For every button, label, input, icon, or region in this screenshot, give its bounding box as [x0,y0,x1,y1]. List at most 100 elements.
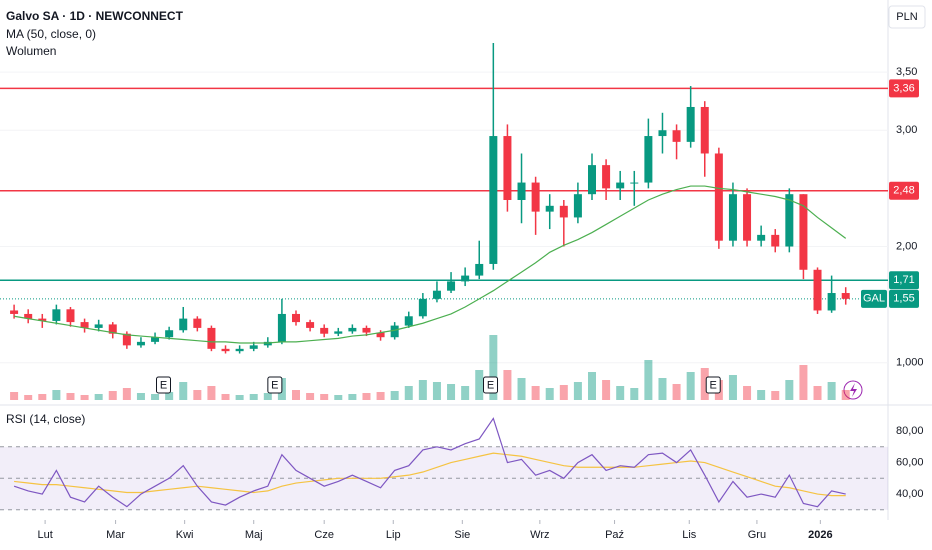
y-tick-label: 3,00 [896,124,917,136]
x-tick-label: Gru [748,529,766,541]
volume-bar [573,382,582,400]
candle-body [108,324,117,334]
candle-body [320,327,329,334]
volume-bar [644,360,653,400]
volume-bar [489,335,498,400]
ma-line [13,185,847,344]
volume-bar [545,388,554,400]
volume-bar [743,386,752,400]
candle-body [658,130,667,137]
candle-body [277,313,286,342]
volume-bar [249,394,258,400]
candle-body [235,348,244,352]
volume-bar [348,394,357,400]
volume-bar [136,393,145,400]
volume-bar [447,384,456,400]
candle-body [334,331,343,334]
x-tick-label: Kwi [176,529,194,541]
volume-bar [306,393,315,400]
candle-body [602,165,611,189]
y-tick-label: 40,00 [896,488,924,500]
candle-body [757,234,766,241]
candle-body [588,165,596,195]
volume-bar [616,386,625,400]
volume-bar [728,375,737,400]
currency-box[interactable] [888,5,926,29]
y-tick-label: 60,00 [896,456,924,468]
candle-body [348,327,357,332]
candle-body [686,106,695,142]
volume-bar [771,391,780,400]
candle-body [24,313,33,319]
plot: 1,000 2,00 3,00 3,50 Lut Mar Kwi Maj Cze Lip Sie Wr… [0,43,924,541]
candle-body [38,318,47,321]
x-tick-label: Cze [314,529,334,541]
candle-body [151,337,160,342]
event-marker [267,376,283,394]
volume-bar [827,382,836,400]
event-marker [483,376,499,394]
event-marker [156,376,172,394]
volume-bar [658,378,667,400]
level-tag [889,271,919,290]
candle-body [306,322,315,328]
currency: PLN [896,11,917,23]
candle-body [376,332,385,338]
volume-bar [38,394,47,400]
level-label: 1,71 [893,274,914,286]
y-tick-label: 80,00 [896,425,924,437]
volume-bar [517,378,526,400]
volume-bar [24,395,33,400]
candle-body [475,263,484,276]
candle-body [714,153,723,241]
volume-bar [503,370,512,400]
volume-bar [320,394,329,400]
event-label: E [710,379,717,391]
candle-body [517,182,526,200]
volume-bar [602,380,611,400]
volume-bar [630,388,639,400]
volume-bar [235,395,244,400]
event-label: E [160,379,167,391]
volume-bar [165,392,174,400]
candle-body [447,281,456,291]
candle-body [771,234,780,247]
candle-body [489,136,498,264]
candle-body [630,182,639,184]
y-tick-label: 3,50 [896,66,917,78]
candle-body [503,136,512,200]
candle-body [136,341,145,346]
candle-body [827,293,836,311]
candle-body [94,324,103,328]
volume-bar [66,393,75,400]
alert-icon[interactable] [843,380,863,400]
volume-bar [686,372,695,400]
volume-bar [475,370,484,400]
volume-bar [151,394,160,400]
volume-bar [108,391,117,400]
level-tag [889,79,919,98]
candle-body [207,327,216,349]
candle-body [52,309,61,321]
volume-bar [588,372,596,400]
last-name: GAL [863,293,885,305]
candle-body [785,194,794,247]
candle-body [165,330,174,338]
candle-body [418,298,427,317]
x-tick-label: Wrz [530,529,549,541]
alert-bolt [850,383,857,397]
candle-body [799,194,808,270]
candle-body [545,205,554,212]
rsi-line [13,417,846,508]
candle-body [362,327,371,333]
candle-body [573,194,582,218]
volume-bar [672,384,681,400]
y-tick-label: 1,000 [896,357,924,369]
volume-bar [531,386,540,400]
x-tick-label: Maj [245,529,263,541]
candle-body [559,205,568,218]
y-tick-label: 2,00 [896,240,917,252]
last-price-label: 1,55 [893,293,914,305]
